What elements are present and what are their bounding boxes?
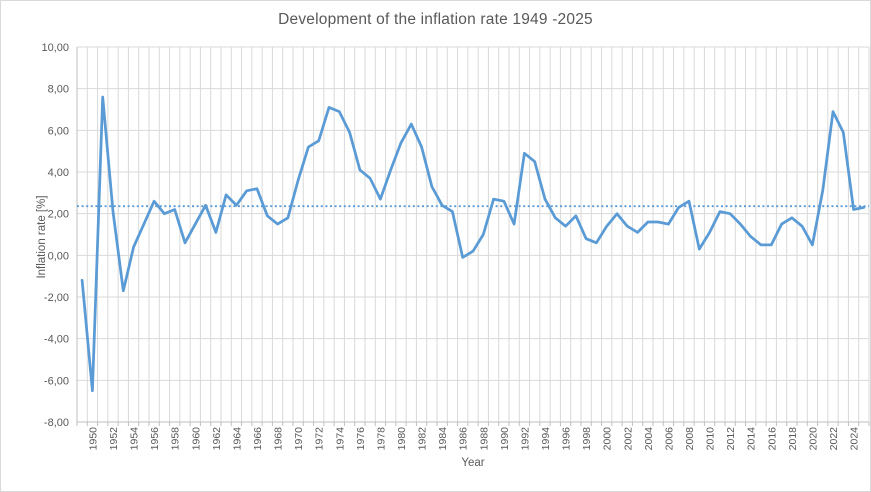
x-tick-label: 1992 — [519, 427, 531, 451]
x-tick-label: 2022 — [828, 427, 840, 451]
x-tick-label: 2012 — [725, 427, 737, 451]
x-tick-label: 1982 — [417, 427, 429, 451]
x-tick-label: 1962 — [211, 427, 223, 451]
y-tick-label: -8,00 — [44, 417, 69, 429]
x-tick-label: 2006 — [663, 427, 675, 451]
x-tick-label: 1966 — [252, 427, 264, 451]
x-tick-label: 1950 — [87, 427, 99, 451]
y-axis-title: Inflation rate [%] — [36, 195, 48, 279]
chart-title: Development of the inflation rate 1949 -… — [278, 11, 593, 28]
x-tick-label: 1990 — [499, 427, 511, 451]
x-tick-label: 1994 — [540, 427, 552, 451]
x-tick-label: 2010 — [705, 427, 717, 451]
x-tick-label: 1980 — [396, 427, 408, 451]
x-tick-label: 1986 — [458, 427, 470, 451]
x-tick-label: 1952 — [108, 427, 120, 451]
x-tick-label: 2020 — [807, 427, 819, 451]
y-tick-label: 2,00 — [48, 209, 69, 221]
x-tick-label: 1956 — [149, 427, 161, 451]
y-tick-label: 6,00 — [48, 125, 69, 137]
x-tick-label: 1974 — [334, 427, 346, 451]
x-tick-label: 1976 — [355, 427, 367, 451]
x-tick-label: 1970 — [293, 427, 305, 451]
x-tick-label: 2016 — [766, 427, 778, 451]
x-tick-label: 1954 — [129, 427, 141, 451]
x-tick-label: 2008 — [684, 427, 696, 451]
y-tick-label: 8,00 — [48, 84, 69, 96]
y-tick-label: -6,00 — [44, 375, 69, 387]
x-tick-label: 2024 — [849, 427, 861, 451]
x-tick-label: 1988 — [478, 427, 490, 451]
x-tick-label: 1978 — [375, 427, 387, 451]
x-tick-label: 2000 — [602, 427, 614, 451]
y-tick-label: 10,00 — [41, 42, 69, 54]
x-tick-label: 1984 — [437, 427, 449, 451]
x-tick-label: 1964 — [231, 427, 243, 451]
x-tick-label: 2004 — [643, 427, 655, 451]
y-tick-label: -4,00 — [44, 334, 69, 346]
x-axis-title: Year — [461, 457, 485, 469]
x-tick-label: 1996 — [561, 427, 573, 451]
y-tick-label: 0,00 — [48, 250, 69, 262]
x-tick-label: 1960 — [190, 427, 202, 451]
x-tick-label: 1968 — [273, 427, 285, 451]
x-tick-label: 2018 — [787, 427, 799, 451]
x-tick-label: 1972 — [314, 427, 326, 451]
x-tick-label: 1958 — [170, 427, 182, 451]
y-tick-label: -2,00 — [44, 292, 69, 304]
x-tick-label: 1998 — [581, 427, 593, 451]
x-tick-label: 2014 — [746, 427, 758, 451]
y-tick-label: 4,00 — [48, 167, 69, 179]
x-tick-label: 2002 — [622, 427, 634, 451]
inflation-line — [80, 95, 866, 393]
